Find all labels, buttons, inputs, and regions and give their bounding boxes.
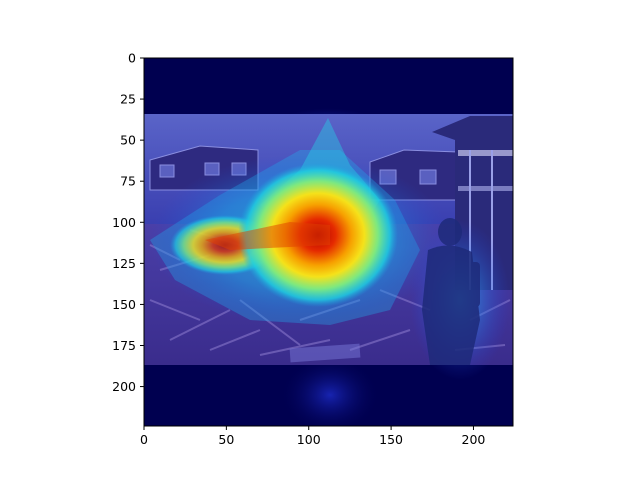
y-tick-label: 75 [120,174,136,189]
y-tick-label: 200 [112,379,136,394]
axes-frame [143,57,514,427]
y-tick-label: 0 [128,51,136,66]
x-axis: 0 50 100 150 200 [140,426,485,447]
y-tick-label: 125 [112,256,136,271]
x-tick-label: 50 [218,432,234,447]
x-tick-label: 150 [379,432,403,447]
beam-streak [205,222,330,250]
y-tick-label: 150 [112,297,136,312]
plot-area [144,58,513,426]
debris-board [289,343,361,363]
y-tick-label: 25 [120,92,136,107]
y-tick-label: 175 [112,338,136,353]
y-axis: 0 25 50 75 100 125 150 175 200 [112,51,144,394]
y-tick-label: 100 [112,215,136,230]
y-tick-label: 50 [120,133,136,148]
heatmap-overlay [150,118,510,380]
x-tick-label: 0 [140,432,148,447]
bottom-padding-glow [280,355,380,426]
x-tick-label: 100 [297,432,321,447]
person-silhouette [422,218,480,365]
x-tick-label: 200 [462,432,486,447]
